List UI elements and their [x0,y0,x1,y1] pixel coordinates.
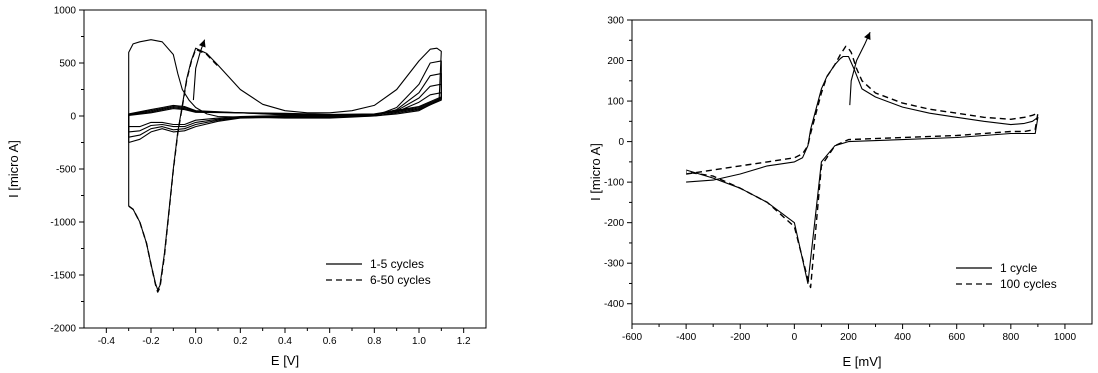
x-tick-label: 600 [948,332,965,343]
x-tick-label: 1000 [1054,332,1077,343]
y-tick-label: 500 [59,59,76,70]
x-tick-label: 0.0 [189,336,203,347]
x-tick-label: 200 [840,332,857,343]
legend-label: 1 cycle [1000,261,1038,275]
x-tick-label: -600 [622,332,642,343]
x-axis-label: E [mV] [842,354,881,369]
x-tick-label: 800 [1002,332,1019,343]
y-tick-label: 0 [70,112,76,123]
x-tick-label: -400 [676,332,696,343]
series-line-2 [128,60,442,144]
y-tick-label: -2000 [50,324,76,335]
series-line-3 [128,73,442,138]
series-line-1 [685,55,1039,285]
x-axis-label: E [V] [271,353,299,368]
y-tick-label: -300 [604,259,624,270]
y-tick-label: -400 [604,299,624,310]
y-tick-label: 100 [607,97,624,108]
series-line-6 [128,48,219,293]
x-tick-label: -0.2 [142,336,160,347]
y-tick-label: -100 [604,178,624,189]
y-axis-label: I [micro A] [588,143,603,201]
y-tick-label: 300 [607,16,624,27]
x-tick-label: 0.2 [233,336,247,347]
series-line-5 [128,92,442,128]
arrow-head-icon [864,32,871,40]
y-tick-label: -1500 [50,271,76,282]
legend-label: 100 cycles [1000,277,1057,291]
series-line-3 [849,31,871,106]
y-tick-label: 1000 [54,6,77,17]
x-tick-label: -200 [730,332,750,343]
x-tick-label: 0.8 [367,336,381,347]
plot-frame [631,19,1093,325]
x-tick-label: -0.4 [98,336,116,347]
series-line-1 [128,39,442,291]
x-tick-label: 0 [792,332,798,343]
x-tick-label: 0.4 [278,336,292,347]
y-tick-label: 200 [607,56,624,67]
x-tick-label: 0.6 [323,336,337,347]
legend-label: 1-5 cycles [370,257,424,271]
x-tick-label: 400 [894,332,911,343]
series-line-2 [685,45,1039,289]
chart-2: -600 -400 -200 0 200 400 600 800 10003002001000-… [588,16,1093,369]
arrow-head-icon [198,39,206,48]
y-tick-label: -1000 [50,218,76,229]
x-tick-label: 1.0 [412,336,426,347]
y-axis-label: I [micro A] [6,140,21,198]
chart-1: -0.4 -0.2 0.0 0.2 0.4 0.6 0.8 1.0 1.2 1000 500 0 -50… [6,6,487,368]
y-tick-label: 0 [618,137,624,148]
series-line-4 [128,83,442,133]
x-tick-label: 1.2 [457,336,471,347]
y-tick-label: -200 [604,218,624,229]
legend-label: 6-50 cycles [370,273,431,287]
y-tick-label: -500 [56,165,76,176]
